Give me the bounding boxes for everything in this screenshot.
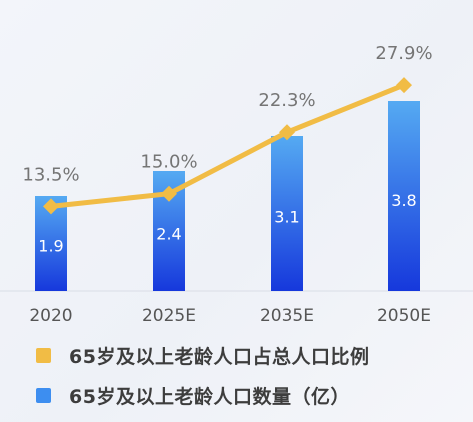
ratio-value-label: 13.5%	[22, 164, 79, 185]
ratio-point	[43, 198, 59, 215]
legend-item-population: 65岁及以上老龄人口数量（亿）	[36, 382, 350, 409]
bar-value-label: 3.1	[274, 208, 299, 227]
bar-value-label: 2.4	[156, 224, 181, 243]
ratio-point	[161, 185, 177, 202]
bar-2050E	[388, 101, 420, 291]
ratio-value-label: 22.3%	[258, 90, 315, 111]
ratio-point	[279, 124, 295, 141]
bar-value-label: 1.9	[38, 236, 63, 255]
ratio-value-label: 27.9%	[375, 43, 432, 64]
bar-value-label: 3.8	[391, 191, 416, 210]
legend-swatch-bar	[36, 388, 51, 403]
bar-2035E	[271, 136, 303, 291]
x-tick-label: 2035E	[260, 306, 314, 326]
legend-item-ratio: 65岁及以上老龄人口占总人口比例	[36, 342, 369, 369]
legend-swatch-line	[36, 348, 51, 363]
chart: 1.9 2.4 3.1 3.8 13.5% 15.0% 22.3% 27.9% 2020 20…	[0, 43, 473, 326]
ratio-point	[396, 77, 412, 94]
legend-label-ratio: 65岁及以上老龄人口占总人口比例	[69, 346, 370, 368]
x-tick-label: 2025E	[142, 306, 196, 326]
ratio-value-label: 15.0%	[140, 152, 197, 173]
x-tick-label: 2050E	[377, 306, 431, 326]
legend-label-population: 65岁及以上老龄人口数量（亿）	[69, 386, 350, 408]
ratio-line	[50, 82, 405, 209]
x-tick-label: 2020	[29, 306, 72, 326]
